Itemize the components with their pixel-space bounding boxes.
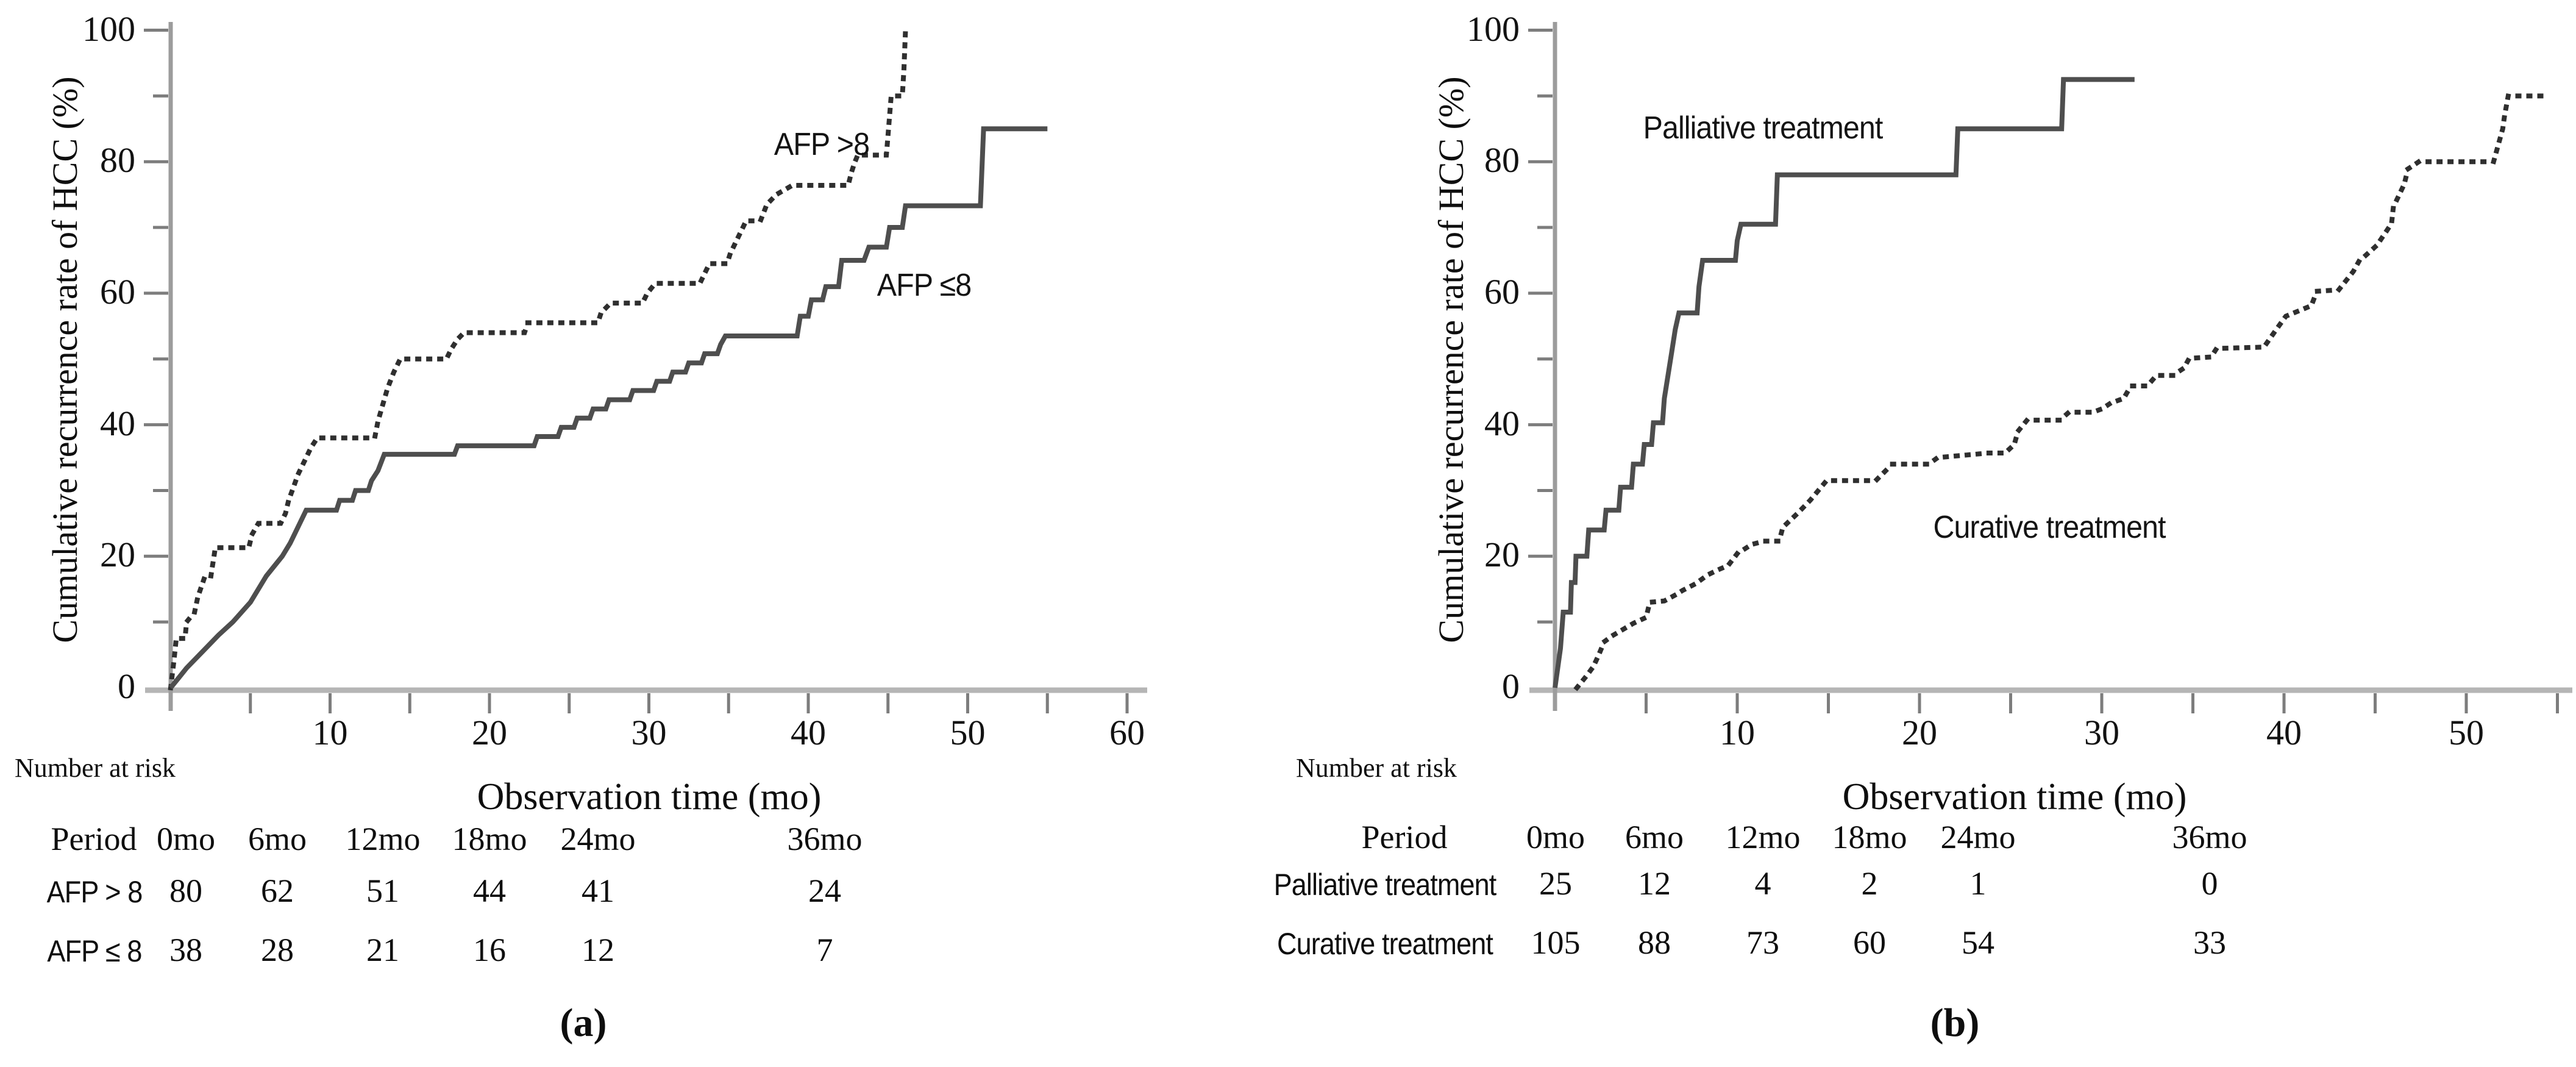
panel-b-y-tick-label: 0 (1502, 666, 1520, 706)
panel-b-caption: (b) (1930, 1001, 1980, 1045)
panel-a-x-tick-label: 60 (1109, 713, 1145, 752)
panel-b-x-tick-label: 10 (1720, 713, 1755, 752)
panel-a-x-tick-label: 10 (312, 713, 348, 752)
panel-b-risk-row-value: 25 (1539, 865, 1572, 902)
panel-b-risk-row-value: 105 (1531, 924, 1581, 961)
panel-a-series-label-afp-gt8: AFP >8 (774, 127, 870, 162)
panel-b-risk-header-col: 36mo (2172, 819, 2247, 855)
panel-a-y-tick-label: 80 (100, 140, 135, 180)
panel-a-x-tick-label: 30 (631, 713, 667, 752)
panel-a-y-tick-label: 100 (82, 9, 135, 49)
panel-b-curve-palliative-treatment (1553, 77, 2135, 688)
panel-b-curve-curative-treatment (1573, 93, 2551, 691)
panel-a-risk-row-value: 28 (261, 932, 294, 968)
panel-b-risk-header-col: 6mo (1624, 819, 1684, 855)
panel-b-series-label-curative: Curative treatment (1933, 510, 2166, 545)
panel-b-x-tick-label: 40 (2266, 713, 2302, 752)
panel-a-risk-header-col: 24mo (560, 821, 636, 857)
panel-b-series-label-palliative: Palliative treatment (1643, 110, 1884, 146)
panel-b-risk-header-col: 12mo (1725, 819, 1801, 855)
panel-a-risk-row-value: 51 (366, 873, 399, 909)
panel-b-x-tick-label: 50 (2449, 713, 2484, 752)
panel-b-y-tick-label: 100 (1467, 9, 1520, 49)
panel-a-risk-row-value: 21 (366, 932, 399, 968)
panel-b-x-axis-title: Observation time (mo) (1842, 776, 2187, 818)
panel-b-risk-header-col: 24mo (1940, 819, 2016, 855)
panel-a-risk-row-value: 41 (582, 873, 614, 909)
panel-b-y-tick-label: 80 (1484, 140, 1520, 180)
panel-b-risk-row-value: 1 (1969, 865, 1987, 902)
panel-a-risk-header-col: 0mo (156, 821, 216, 857)
panel-a-risk-header-col: 6mo (247, 821, 307, 857)
panel-a-risk-row-value: 44 (473, 873, 506, 909)
panel-a-risk-row-value: 12 (582, 932, 614, 968)
panel-a-y-tick-label: 0 (118, 666, 135, 706)
survival-plots-canvas (144, 22, 2572, 713)
panel-a-risk-header-col: 36mo (787, 821, 863, 857)
panel-a-curve-afp-8 (168, 126, 1048, 690)
panel-b-risk-row-value: 54 (1962, 924, 1994, 961)
panel-a-risk-header-col: 12mo (345, 821, 421, 857)
panel-a-risk-row-label: AFP ≤ 8 (47, 934, 142, 968)
panel-b-y-tick-label: 40 (1484, 403, 1520, 443)
panel-a-x-tick-label: 20 (472, 713, 507, 752)
panel-a-risk-row-value: 7 (816, 932, 833, 968)
panel-b-risk-header-col: 0mo (1526, 819, 1585, 855)
panel-a-y-tick-label: 20 (100, 535, 135, 575)
panel-b-risk-row-value: 60 (1853, 924, 1886, 961)
panel-a-risk-header-period: Period (51, 821, 137, 857)
panel-b-risk-header-period: Period (1361, 819, 1448, 855)
panel-b-y-axis-title: Cumulative recurrence rate of HCC (%) (1431, 76, 1471, 643)
panel-b-risk-row-value: 33 (2193, 924, 2226, 961)
panel-b-x-tick-label: 20 (1902, 713, 1937, 752)
panel-b-risk-row-value: 0 (2201, 865, 2218, 902)
panel-a-number-at-risk-title: Number at risk (15, 753, 176, 783)
panel-b-risk-row-value: 88 (1638, 924, 1671, 961)
panel-b-y-tick-label: 60 (1484, 271, 1520, 312)
panel-a-risk-row-label: AFP > 8 (46, 875, 143, 909)
panel-b-risk-row-value: 12 (1638, 865, 1671, 902)
panel-a-risk-row-value: 24 (808, 873, 841, 909)
panel-b-risk-row-label: Palliative treatment (1273, 868, 1497, 902)
panel-a-curve-afp-8 (168, 27, 908, 691)
panel-b-risk-row-value: 2 (1861, 865, 1878, 902)
panel-a-y-tick-label: 60 (100, 271, 135, 312)
panel-a-y-axis-title: Cumulative recurrence rate of HCC (%) (45, 76, 85, 643)
panel-b-risk-header-col: 18mo (1832, 819, 1907, 855)
panel-a-series-label-afp-le8: AFP ≤8 (877, 268, 972, 303)
panel-b-risk-row-value: 4 (1754, 865, 1771, 902)
panel-a-x-tick-label: 40 (791, 713, 826, 752)
panel-a-risk-row-value: 16 (473, 932, 506, 968)
panel-a-caption: (a) (560, 1001, 607, 1045)
panel-b-number-at-risk-title: Number at risk (1296, 753, 1457, 783)
panel-b-risk-row-label: Curative treatment (1277, 927, 1493, 961)
panel-a-x-axis-title: Observation time (mo) (477, 776, 822, 818)
panel-b-risk-row-value: 73 (1746, 924, 1779, 961)
panel-a-risk-row-value: 38 (169, 932, 202, 968)
panel-a-risk-row-value: 80 (169, 873, 202, 909)
panel-b-y-tick-label: 20 (1484, 535, 1520, 575)
panel-a-x-tick-label: 50 (950, 713, 986, 752)
panel-a-risk-header-col: 18mo (452, 821, 527, 857)
panel-a-risk-row-value: 62 (261, 873, 294, 909)
panel-a-y-tick-label: 40 (100, 403, 135, 443)
panel-b-x-tick-label: 30 (2084, 713, 2119, 752)
